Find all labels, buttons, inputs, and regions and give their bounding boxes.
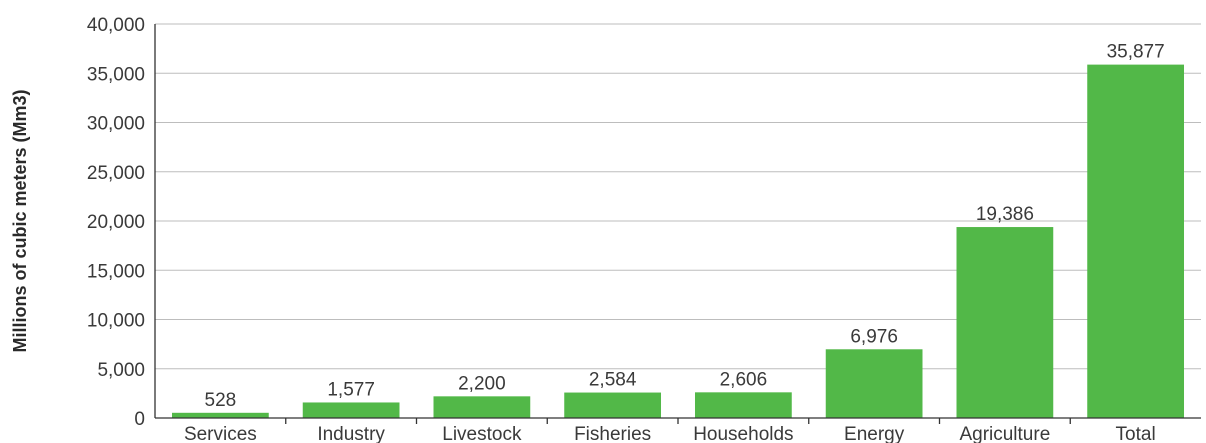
y-tick-label: 40,000 [87,15,145,36]
y-tick-label: 25,000 [87,163,145,184]
y-tick-label: 20,000 [87,212,145,233]
x-tick-label: Agriculture [959,424,1050,443]
bar-livestock [433,396,531,418]
gridlines [155,23,1201,370]
y-axis-title: Millions of cubic meters (Mm3) [10,89,30,352]
y-tick-label: 30,000 [87,114,145,135]
bar-agriculture [956,227,1054,418]
bar-services [171,412,269,418]
data-label: 1,577 [327,379,375,400]
x-tick-label: Energy [844,424,905,443]
data-labels: 528 1,577 2,200 2,584 2,606 6,976 19,386 35,877 [205,42,1165,411]
y-tick-label: 0 [134,409,145,430]
bar-industry [302,402,400,418]
data-label: 2,584 [589,370,637,391]
x-tick-label: Fisheries [574,424,651,443]
bar-total [1087,64,1185,419]
data-label: 19,386 [976,204,1034,225]
x-tick-label: Livestock [442,424,522,443]
x-tick-label: Total [1116,424,1156,443]
x-tick-label: Services [184,424,257,443]
y-axis-ticks: 0 5,000 10,000 15,000 20,000 25,000 30,000 35,0… [87,15,145,430]
y-tick-label: 10,000 [87,311,145,332]
bar-fisheries [564,392,662,418]
y-tick-label: 35,000 [87,64,145,85]
bar-energy [825,349,923,418]
bars [171,64,1185,419]
data-label: 528 [205,390,237,411]
x-axis-ticks: Services Industry Livestock Fisheries Househ… [184,418,1156,443]
bar-households [694,392,792,418]
data-label: 2,200 [458,373,506,394]
data-label: 6,976 [850,326,898,347]
x-tick-label: Households [693,424,793,443]
x-tick-label: Industry [317,424,385,443]
y-tick-label: 5,000 [97,360,145,381]
data-label: 2,606 [720,369,768,390]
y-tick-label: 15,000 [87,261,145,282]
data-label: 35,877 [1107,42,1165,63]
